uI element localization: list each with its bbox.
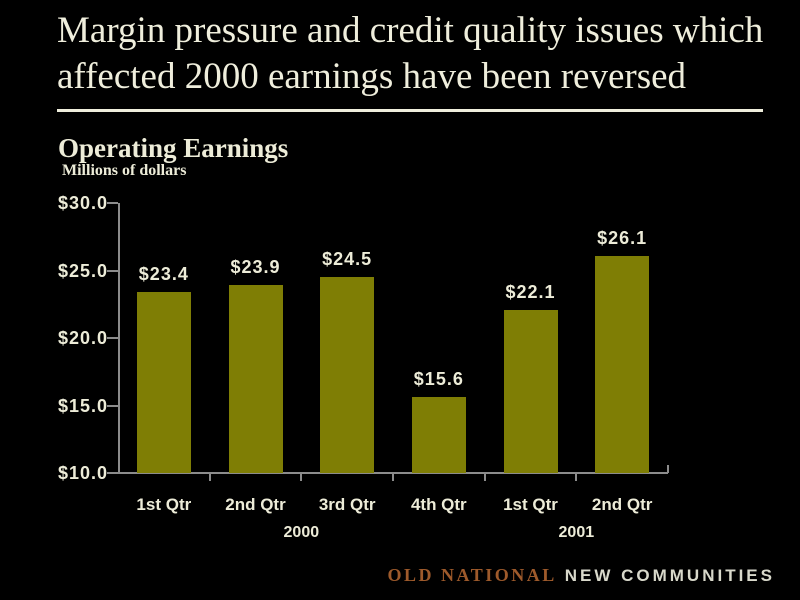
title-underline — [57, 109, 763, 112]
bar — [411, 397, 466, 473]
y-axis-label: $30.0 — [58, 193, 109, 213]
y-axis-label: $25.0 — [58, 260, 109, 281]
x-axis-tick — [483, 473, 486, 481]
bar-value-label: $23.4 — [138, 264, 189, 285]
y-axis-line — [118, 203, 120, 473]
x-axis-label: 3rd Qtr — [318, 495, 376, 514]
bar-value-label: $26.1 — [597, 227, 648, 248]
y-axis-tick — [107, 404, 118, 407]
x-axis-label: 2nd Qtr — [225, 495, 286, 514]
footer-brand: OLD NATIONAL NEW COMMUNITIES — [388, 565, 775, 586]
slide-title: Margin pressure and credit quality issue… — [57, 8, 763, 100]
x-axis-label: 4th Qtr — [410, 495, 467, 514]
chart-units-label: Millions of dollars — [62, 162, 187, 179]
brand-old-national: OLD NATIONAL — [387, 565, 557, 585]
title-line-1: Margin pressure and credit quality issue… — [57, 10, 764, 51]
title-line-2: affected 2000 earnings have been reverse… — [57, 56, 687, 97]
bar — [503, 309, 558, 473]
bar-value-label: $22.1 — [505, 281, 556, 302]
x-axis-end-tick — [667, 465, 669, 473]
bar — [136, 292, 191, 473]
y-axis-tick — [107, 202, 118, 204]
bar — [595, 255, 650, 473]
y-axis-tick — [107, 472, 118, 474]
brand-new-communities: NEW COMMUNITIES — [564, 566, 775, 585]
x-axis-label: 1st Qtr — [503, 495, 558, 514]
y-axis-label: $10.0 — [58, 463, 109, 483]
y-axis-label: $20.0 — [58, 328, 109, 348]
x-axis-tick — [575, 473, 578, 481]
x-axis-tick — [300, 473, 303, 481]
bar-value-label: $23.9 — [230, 257, 281, 278]
x-axis-tick — [208, 473, 211, 481]
year-label: 2000 — [283, 524, 320, 541]
bar-value-label: $15.6 — [413, 369, 464, 390]
x-axis-label: 1st Qtr — [136, 495, 192, 514]
x-axis-label: 2nd Qtr — [591, 495, 653, 514]
y-axis-tick — [107, 269, 118, 272]
bar-value-label: $24.5 — [322, 249, 373, 270]
x-axis-tick — [392, 473, 394, 481]
bar — [320, 277, 375, 473]
bar — [228, 285, 283, 473]
year-label: 2001 — [558, 524, 595, 541]
y-axis-tick — [107, 337, 118, 339]
chart-title: Operating Earnings — [58, 133, 289, 163]
y-axis-label: $15.0 — [58, 395, 109, 416]
